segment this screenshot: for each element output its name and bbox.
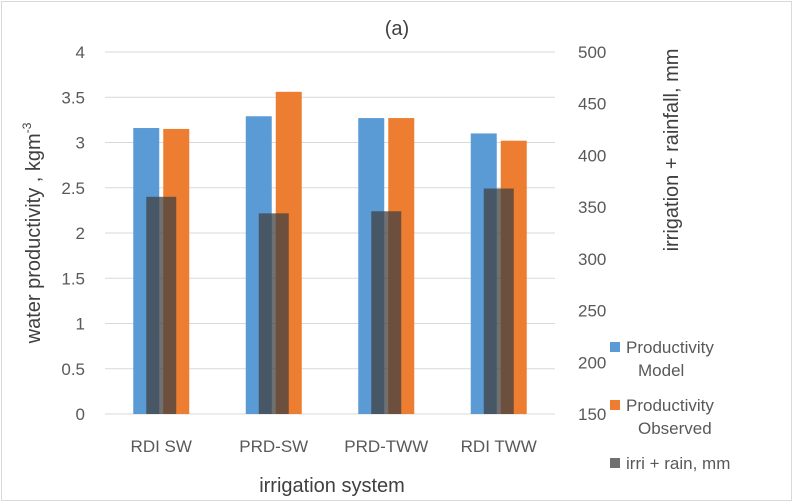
y-axis-label-text: water productivity , kgm [23,133,45,344]
bar-irri-rain [258,213,289,414]
y2-tick-label: 450 [578,95,606,114]
legend-label: Observed [638,419,712,438]
legend-swatch [610,342,620,352]
chart-title: (a) [385,18,409,40]
legend: Productivity Model Productivity Observed irr… [610,338,730,473]
x-tick-label: PRD-SW [239,437,308,456]
x-axis-label: irrigation system [259,475,405,497]
y-tick-label: 1.5 [61,269,85,288]
legend-label: Model [638,361,684,380]
legend-swatch [610,400,620,410]
y2-tick-label: 500 [578,43,606,62]
y2-axis-label: irrigation + rainfall, mm [661,49,683,252]
y2-tick-label: 150 [578,405,606,424]
y-tick-label: 1 [76,315,85,334]
y-tick-label: 0 [76,405,85,424]
y-tick-label: 3.5 [61,88,85,107]
bar-irri-rain [371,211,402,414]
y2-tick-label: 200 [578,353,606,372]
legend-label: Productivity [626,338,714,357]
y-tick-label: 2.5 [61,179,85,198]
y-axis-label: water productivity , kgm-3 [20,122,45,344]
y2-tick-label: 350 [578,198,606,217]
y-axis-ticks: 0 0.5 1 1.5 2 2.5 3 3.5 4 [61,43,85,424]
x-tick-label: PRD-TWW [344,437,428,456]
y-axis-label-superscript: -3 [20,122,34,133]
y-tick-label: 2 [76,224,85,243]
bars [133,91,527,415]
y2-axis-ticks: 150 200 250 300 350 400 450 500 [578,43,606,424]
bar-irri-rain [483,188,514,414]
bar-irri-rain [146,196,177,414]
y2-tick-label: 300 [578,250,606,269]
legend-swatch [610,458,620,468]
legend-label: Productivity [626,396,714,415]
y-tick-label: 0.5 [61,360,85,379]
y-tick-label: 4 [76,43,85,62]
y2-tick-label: 400 [578,146,606,165]
y-tick-label: 3 [76,134,85,153]
legend-label: irri + rain, mm [626,454,730,473]
x-axis-ticks: RDI SW PRD-SW PRD-TWW RDI TWW [131,437,537,456]
x-tick-label: RDI SW [131,437,192,456]
x-tick-label: RDI TWW [461,437,537,456]
y2-tick-label: 250 [578,302,606,321]
